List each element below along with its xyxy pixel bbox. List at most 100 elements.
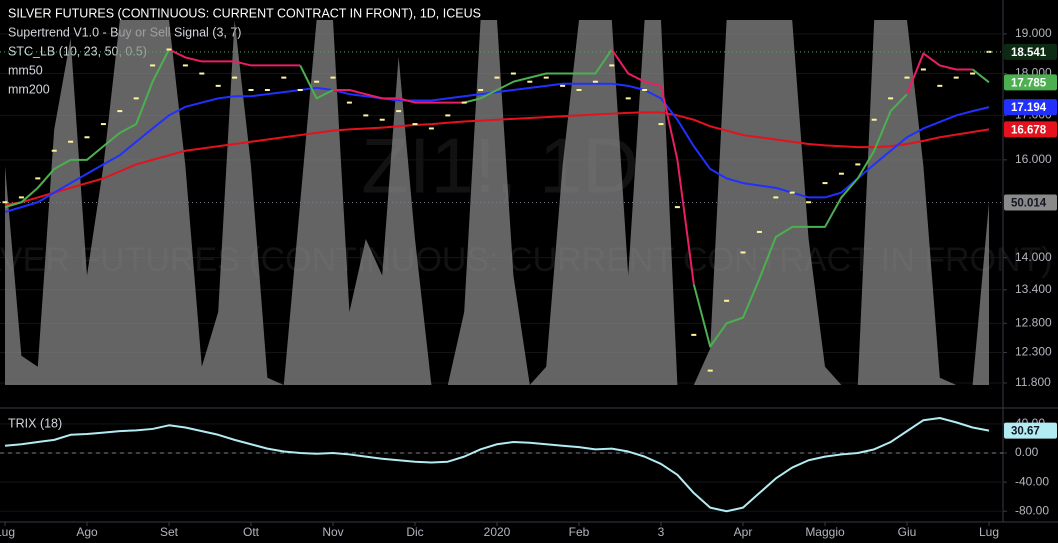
y-tick-label: 12.800 [1015, 316, 1052, 330]
x-tick-label: 3 [658, 525, 665, 539]
moving-average-line [4, 82, 990, 213]
legend-entry: TRIX (18) [8, 416, 62, 430]
price-bar [855, 163, 861, 166]
y-tick-label: 12.300 [1015, 345, 1052, 359]
price-bar [363, 114, 369, 117]
price-bar [133, 97, 139, 100]
y-tick-label: -80.00 [1015, 503, 1049, 517]
price-bar [2, 201, 8, 204]
price-bar [707, 369, 713, 372]
last-value-label-box [1004, 194, 1057, 211]
legend-entry: mm50 [8, 63, 43, 77]
price-bar [543, 76, 549, 79]
price-bar [51, 149, 57, 152]
price-bar [248, 88, 254, 91]
price-bar [658, 123, 664, 126]
last-value-label-box [1004, 422, 1057, 439]
price-bar [888, 97, 894, 100]
legend-entry: mm200 [8, 82, 50, 96]
last-value-label-box [1004, 74, 1057, 91]
legend-title: SILVER FUTURES (CONTINUOUS: CURRENT CONT… [8, 6, 481, 20]
price-bar [281, 76, 287, 79]
price-bar [560, 84, 566, 87]
price-bar [445, 114, 451, 117]
price-bar [182, 64, 188, 67]
y-tick-label: 16.000 [1015, 152, 1052, 166]
price-bar [232, 76, 238, 79]
supertrend-line [463, 48, 613, 104]
price-bar [953, 76, 959, 79]
price-bar [412, 123, 418, 126]
last-value-label: 50.014 [1011, 197, 1047, 209]
price-bar [461, 101, 467, 104]
price-bar [166, 48, 172, 51]
price-bar [674, 206, 680, 209]
last-price-label-box [1004, 43, 1057, 60]
x-tick-label: Feb [569, 525, 590, 539]
price-bar [822, 182, 828, 185]
last-value-label: 16.678 [1011, 124, 1047, 136]
price-bar [789, 191, 795, 194]
price-bar [68, 140, 74, 143]
x-tick-label: Apr [734, 525, 753, 539]
x-tick-label: Lug [0, 525, 15, 539]
price-bar [871, 118, 877, 121]
price-bar [396, 110, 402, 113]
x-tick-label: Set [160, 525, 179, 539]
last-value-label-box [1004, 121, 1057, 138]
price-bar [100, 123, 106, 126]
supertrend-line [610, 48, 695, 285]
legend-entry: STC_LB (10, 23, 50, 0.5) [8, 44, 147, 58]
price-bar [494, 76, 500, 79]
price-bar [838, 172, 844, 175]
last-value-label: 30.67 [1011, 426, 1040, 438]
price-bar [724, 299, 730, 302]
x-tick-label: Nov [322, 525, 343, 539]
price-bar [642, 88, 648, 91]
y-tick-label: -40.00 [1015, 474, 1049, 488]
price-bar [478, 88, 484, 91]
moving-average-line [4, 111, 990, 206]
price-bar [756, 230, 762, 233]
price-bar [806, 201, 812, 204]
y-tick-label: 14.000 [1015, 250, 1052, 264]
price-bar [937, 84, 943, 87]
price-bar [428, 127, 434, 130]
price-bar [18, 196, 24, 199]
x-tick-label: Maggio [805, 525, 845, 539]
price-bar [592, 80, 598, 83]
x-tick-label: 2020 [484, 525, 511, 539]
price-bar [527, 80, 533, 83]
x-tick-label: Dic [406, 525, 423, 539]
y-tick-label: 19.000 [1015, 26, 1052, 40]
x-tick-label: Ott [243, 525, 260, 539]
x-tick-label: Lug [979, 525, 999, 539]
price-bar [330, 76, 336, 79]
price-bar [904, 76, 910, 79]
price-bar [117, 110, 123, 113]
supertrend-line [692, 93, 908, 348]
price-bar [691, 333, 697, 336]
price-bar [215, 84, 221, 87]
last-value-label: 17.785 [1011, 77, 1047, 89]
price-bar [625, 97, 631, 100]
price-bar [379, 118, 385, 121]
trix-line [4, 417, 990, 513]
price-bar [84, 136, 90, 139]
supertrend-line [333, 88, 465, 104]
price-bar [970, 72, 976, 75]
price-bar [35, 177, 41, 180]
y-tick-label: 13.400 [1015, 282, 1052, 296]
price-bar [609, 64, 615, 67]
price-bar [346, 101, 352, 104]
price-bar [576, 88, 582, 91]
y-tick-label: 11.800 [1015, 375, 1051, 389]
price-bar [199, 72, 205, 75]
x-tick-label: Ago [76, 525, 98, 539]
price-bar [920, 68, 926, 71]
supertrend-line [971, 68, 990, 84]
supertrend-line [168, 48, 301, 67]
last-value-label-box [1004, 99, 1057, 116]
price-bar [297, 88, 303, 91]
